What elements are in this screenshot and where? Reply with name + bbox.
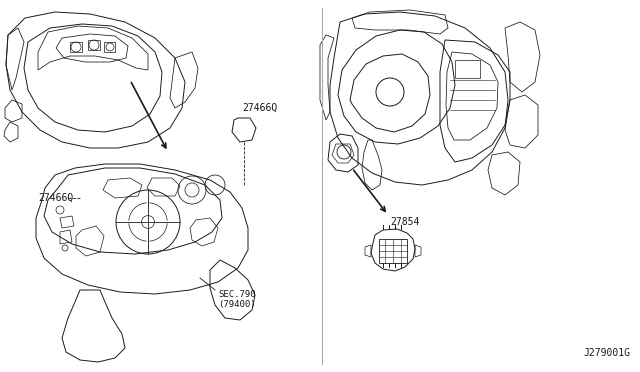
Text: (79400): (79400): [218, 300, 255, 309]
Text: J279001G: J279001G: [583, 348, 630, 358]
Text: SEC.790: SEC.790: [218, 290, 255, 299]
Text: 27466Q: 27466Q: [38, 193, 73, 203]
Text: 27466Q: 27466Q: [242, 103, 277, 113]
Text: 27854: 27854: [390, 217, 419, 227]
